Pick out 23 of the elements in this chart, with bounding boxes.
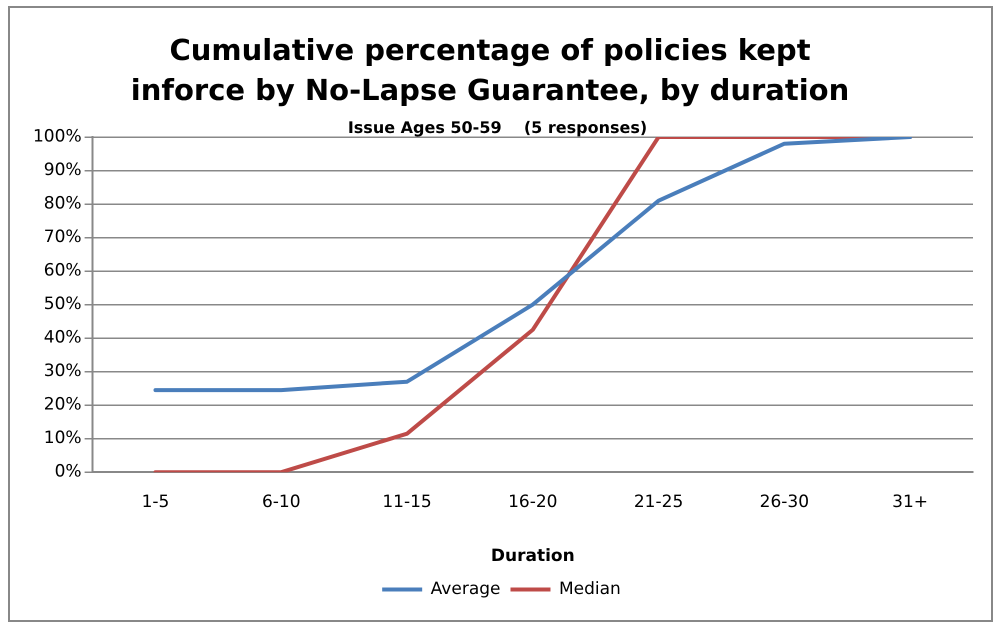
y-tick-label: 30% — [44, 361, 82, 382]
y-tick-label: 100% — [32, 126, 82, 146]
x-tick-label: 6-10 — [262, 492, 301, 512]
y-tick-label: 90% — [44, 160, 82, 180]
x-tick-label: 26-30 — [760, 492, 810, 512]
chart-subtitle: Issue Ages 50-59 (5 responses) — [348, 118, 648, 137]
y-tick-label: 20% — [44, 394, 82, 415]
y-tick-label: 80% — [44, 193, 82, 214]
x-tick-label: 11-15 — [382, 492, 432, 512]
chart-title: Cumulative percentage of policies kept inforce by No-Lapse Guarantee, by duration — [130, 32, 850, 109]
y-tick-label: 60% — [44, 260, 82, 280]
y-tick-label: 0% — [54, 462, 82, 482]
y-tick-label: 10% — [44, 428, 82, 448]
x-tick-label: 1-5 — [142, 492, 170, 512]
y-tick-label: 50% — [44, 294, 82, 314]
x-axis-title: Duration — [490, 546, 575, 566]
x-tick-label: 31+ — [892, 492, 928, 512]
y-tick-label: 70% — [44, 226, 82, 247]
y-tick-label: 40% — [44, 328, 82, 348]
legend-label: Median — [558, 578, 621, 599]
legend-label: Average — [430, 578, 500, 599]
x-tick-label: 21-25 — [634, 492, 684, 512]
x-tick-label: 16-20 — [508, 492, 558, 512]
